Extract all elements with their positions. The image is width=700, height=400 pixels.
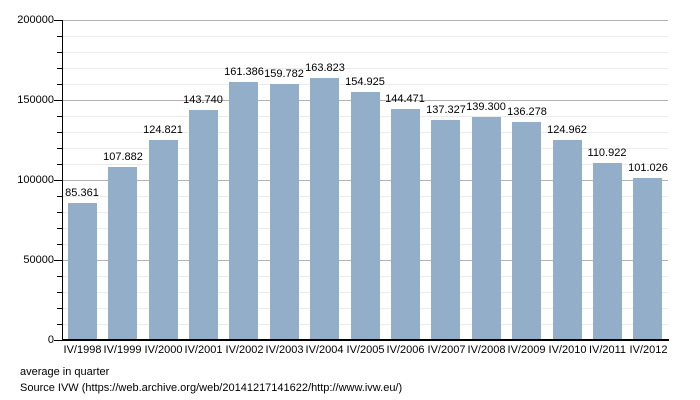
bar [593,163,622,340]
y-axis-tick [54,20,62,21]
x-axis-tick-label: IV/2010 [548,344,587,356]
chart-footer: average in quarter Source IVW (https://w… [20,364,402,396]
bar [391,109,420,340]
x-axis-line [62,339,669,341]
y-axis-tick-label: 200000 [17,14,54,26]
bar [351,92,380,340]
gridline-minor [62,68,668,69]
bar-value-label: 107.882 [103,151,143,163]
bar-value-label: 144.471 [385,93,425,105]
gridline-minor [62,84,668,85]
x-axis-tick-label: IV/2001 [184,344,223,356]
y-axis-tick-label: 0 [47,334,54,346]
x-axis-tick-label: IV/2006 [386,344,425,356]
bar [512,122,541,340]
y-axis-tick [57,196,62,197]
y-axis-tick-label: 150000 [17,94,54,106]
bar-value-label: 101.026 [628,162,668,174]
gridline-minor [62,52,668,53]
bar [310,78,339,340]
gridline-major [62,20,668,21]
bar [108,167,137,340]
y-axis-tick [54,100,62,101]
chart-source: Source IVW (https://web.archive.org/web/… [20,382,403,394]
x-axis-tick-label: IV/1998 [63,344,102,356]
gridline-minor [62,36,668,37]
y-axis-tick [57,292,62,293]
bar-value-label: 124.821 [143,124,183,136]
bar [189,110,218,340]
y-axis-tick [57,308,62,309]
y-axis-tick [57,228,62,229]
bar [270,84,299,340]
y-axis-line [62,20,63,340]
x-axis-tick-label: IV/2012 [629,344,668,356]
bar-value-label: 139.300 [466,101,506,113]
y-axis-tick [57,116,62,117]
bar [472,117,501,340]
bar [633,178,662,340]
x-axis-tick-label: IV/2004 [305,344,344,356]
y-axis-tick-label: 50000 [23,254,54,266]
y-axis-tick [57,276,62,277]
y-axis-tick [57,52,62,53]
x-axis-tick-label: IV/2005 [346,344,385,356]
x-axis-tick-label: IV/2000 [144,344,183,356]
y-axis-tick-label: 100000 [17,174,54,186]
y-axis-tick [57,132,62,133]
x-axis-tick-label: IV/2007 [427,344,466,356]
x-axis-tick-label: IV/1999 [103,344,142,356]
bar [68,203,97,340]
chart-note: average in quarter [20,366,110,378]
y-axis-tick [57,68,62,69]
bar-value-label: 137.327 [426,104,466,116]
bar-value-label: 154.925 [345,76,385,88]
bar-value-label: 163.823 [305,62,345,74]
y-axis-tick [57,148,62,149]
y-axis-tick [57,212,62,213]
y-axis-tick [54,180,62,181]
x-axis-tick-label: IV/2003 [265,344,304,356]
bar [553,140,582,340]
plot-area: 85.361 107.882 124.821 143.740 161.386 159.78… [62,20,668,340]
bar-value-label: 143.740 [183,94,223,106]
bar-value-label: 161.386 [224,66,264,78]
bar-value-label: 110.922 [587,147,627,159]
bar-value-label: 136.278 [507,106,547,118]
y-axis-tick [57,324,62,325]
bar [431,120,460,340]
y-axis-tick [57,164,62,165]
y-axis-tick [57,84,62,85]
y-axis-tick [57,36,62,37]
bar [229,82,258,340]
x-axis-tick-label: IV/2011 [588,344,627,356]
y-axis-tick [57,244,62,245]
bar [149,140,178,340]
bar-value-label: 85.361 [65,187,99,199]
bar-value-label: 124.962 [547,124,587,136]
x-axis-tick-label: IV/2009 [507,344,546,356]
x-axis-tick-label: IV/2002 [225,344,264,356]
y-axis-tick [54,340,62,341]
x-axis-tick-label: IV/2008 [467,344,506,356]
y-axis-tick [54,260,62,261]
bar-value-label: 159.782 [264,68,304,80]
